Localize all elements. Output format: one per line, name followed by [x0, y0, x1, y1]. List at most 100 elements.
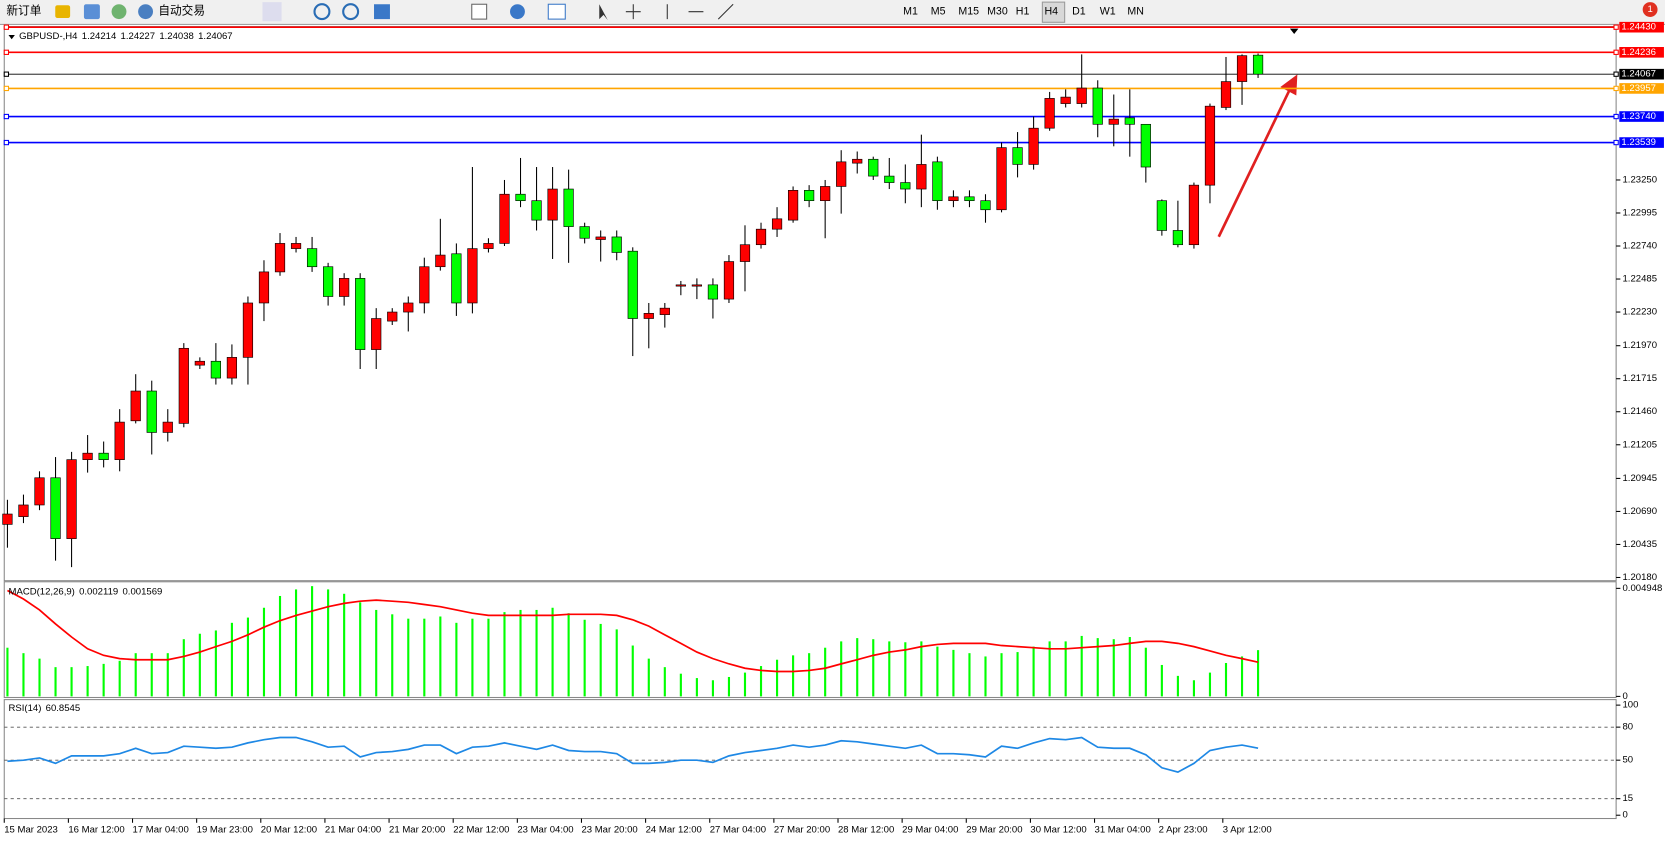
line-tools[interactable]: [666, 3, 734, 20]
candle-body: [675, 284, 686, 287]
icon[interactable]: [374, 4, 390, 20]
crosshair-tool[interactable]: [625, 4, 641, 20]
level-handle: [1613, 139, 1619, 146]
candle-body: [403, 302, 414, 313]
y-tick-label: 1.20945: [1622, 473, 1657, 484]
icon[interactable]: [55, 5, 71, 19]
candle-body: [916, 164, 927, 190]
candle-body: [483, 243, 494, 249]
macd-bar: [246, 617, 250, 697]
indicator-name: MACD(12,26,9): [9, 586, 75, 597]
candle-body: [723, 261, 735, 300]
candle-body: [258, 271, 270, 304]
candle-body: [787, 190, 799, 221]
y-tick-label: 1.20180: [1622, 572, 1657, 583]
y-tick-label: 1.21970: [1622, 340, 1657, 351]
y-tick-label: 0: [1622, 691, 1627, 702]
macd-bar: [150, 653, 153, 697]
candle-body: [1108, 118, 1119, 125]
level-label: 1.24430: [1621, 22, 1656, 33]
macd-bar: [1160, 664, 1163, 697]
macd-bar: [1240, 656, 1244, 697]
x-tick-label: 2 Apr 23:00: [1159, 825, 1208, 836]
x-tick-label: 21 Mar 20:00: [389, 825, 445, 836]
timeframe-button[interactable]: W1: [1100, 5, 1116, 17]
icon[interactable]: [262, 2, 282, 22]
x-tick-label: 23 Mar 04:00: [517, 825, 573, 836]
candle-body: [467, 248, 478, 304]
macd-bar: [230, 622, 233, 697]
icon[interactable]: [510, 4, 525, 20]
macd-bar: [38, 658, 41, 697]
candle-body: [964, 196, 975, 202]
rsi-line: [7, 736, 1259, 773]
x-tick-label: 23 Mar 20:00: [581, 825, 637, 836]
new-order-button[interactable]: 新订单: [6, 4, 41, 18]
candle-body: [948, 196, 959, 202]
macd-bar: [1208, 672, 1212, 697]
x-tick-label: 30 Mar 12:00: [1030, 825, 1086, 836]
macd-bar: [70, 667, 73, 697]
candle-body: [290, 243, 302, 249]
shift-marker: [1289, 28, 1299, 34]
timeframe-button[interactable]: M15: [958, 5, 979, 17]
icon[interactable]: [471, 3, 488, 20]
header-value: 1.24067: [198, 31, 233, 42]
timeframe-button[interactable]: MN: [1127, 5, 1144, 17]
y-tick-label: 0: [1622, 810, 1627, 821]
macd-bar: [840, 641, 843, 697]
timeframe-button[interactable]: M1: [903, 5, 918, 17]
candle-body: [146, 390, 157, 433]
macd-bar: [743, 672, 747, 697]
x-tick-label: 19 Mar 23:00: [197, 825, 253, 836]
candle-body: [34, 477, 45, 506]
candle-body: [515, 193, 526, 202]
header-value: 1.24227: [121, 31, 156, 42]
y-tick-label: 1.22485: [1622, 274, 1657, 285]
timeframe-button[interactable]: H4: [1044, 5, 1058, 17]
macd-bar: [792, 655, 795, 697]
candle-body: [1092, 87, 1103, 125]
rsi-header: RSI(14) 60.8545: [9, 703, 81, 714]
macd-bar: [1048, 641, 1051, 697]
indicator-value: 60.8545: [46, 703, 81, 714]
candle-body: [323, 266, 334, 297]
candle-body: [2, 513, 13, 525]
y-tick-label: 50: [1622, 755, 1633, 766]
zoom-out[interactable]: [342, 3, 360, 21]
notification-badge[interactable]: [1642, 2, 1658, 17]
notification-count: 1: [1647, 4, 1652, 15]
candle-body: [1156, 200, 1167, 231]
indicator-value: 0.001569: [122, 586, 162, 597]
macd-bar: [1224, 662, 1228, 697]
annotation-arrow: [1217, 88, 1292, 238]
timeframe-button[interactable]: D1: [1072, 5, 1086, 17]
candle-body: [82, 452, 93, 460]
timeframe-button[interactable]: H1: [1016, 5, 1030, 17]
candle-body: [804, 190, 815, 202]
candle-body: [868, 158, 879, 177]
candle-body: [611, 236, 622, 253]
candle-body: [18, 504, 29, 517]
y-tick-label: 1.21715: [1622, 373, 1657, 384]
zoom-in[interactable]: [313, 3, 331, 21]
candle-body: [499, 193, 510, 244]
level-handle: [3, 85, 10, 92]
macd-bar: [311, 586, 314, 697]
auto-trading-icon[interactable]: [138, 4, 154, 20]
level-label: 1.23539: [1621, 137, 1656, 148]
timeframe-button[interactable]: M30: [987, 5, 1008, 17]
icon[interactable]: [547, 3, 566, 20]
y-tick-label: 1.22740: [1622, 241, 1657, 252]
level-handle: [3, 49, 10, 55]
timeframe-button[interactable]: M5: [931, 5, 946, 17]
y-tick-label: 1.23250: [1622, 174, 1657, 185]
macd-bar: [359, 602, 362, 697]
candle-body: [980, 200, 991, 211]
icon[interactable]: [83, 4, 100, 20]
menu-arrow: [8, 35, 15, 40]
icon[interactable]: [111, 4, 127, 20]
macd-bar: [663, 667, 666, 697]
auto-trading-button[interactable]: 自动交易: [158, 4, 205, 18]
candle-body: [1028, 127, 1039, 165]
